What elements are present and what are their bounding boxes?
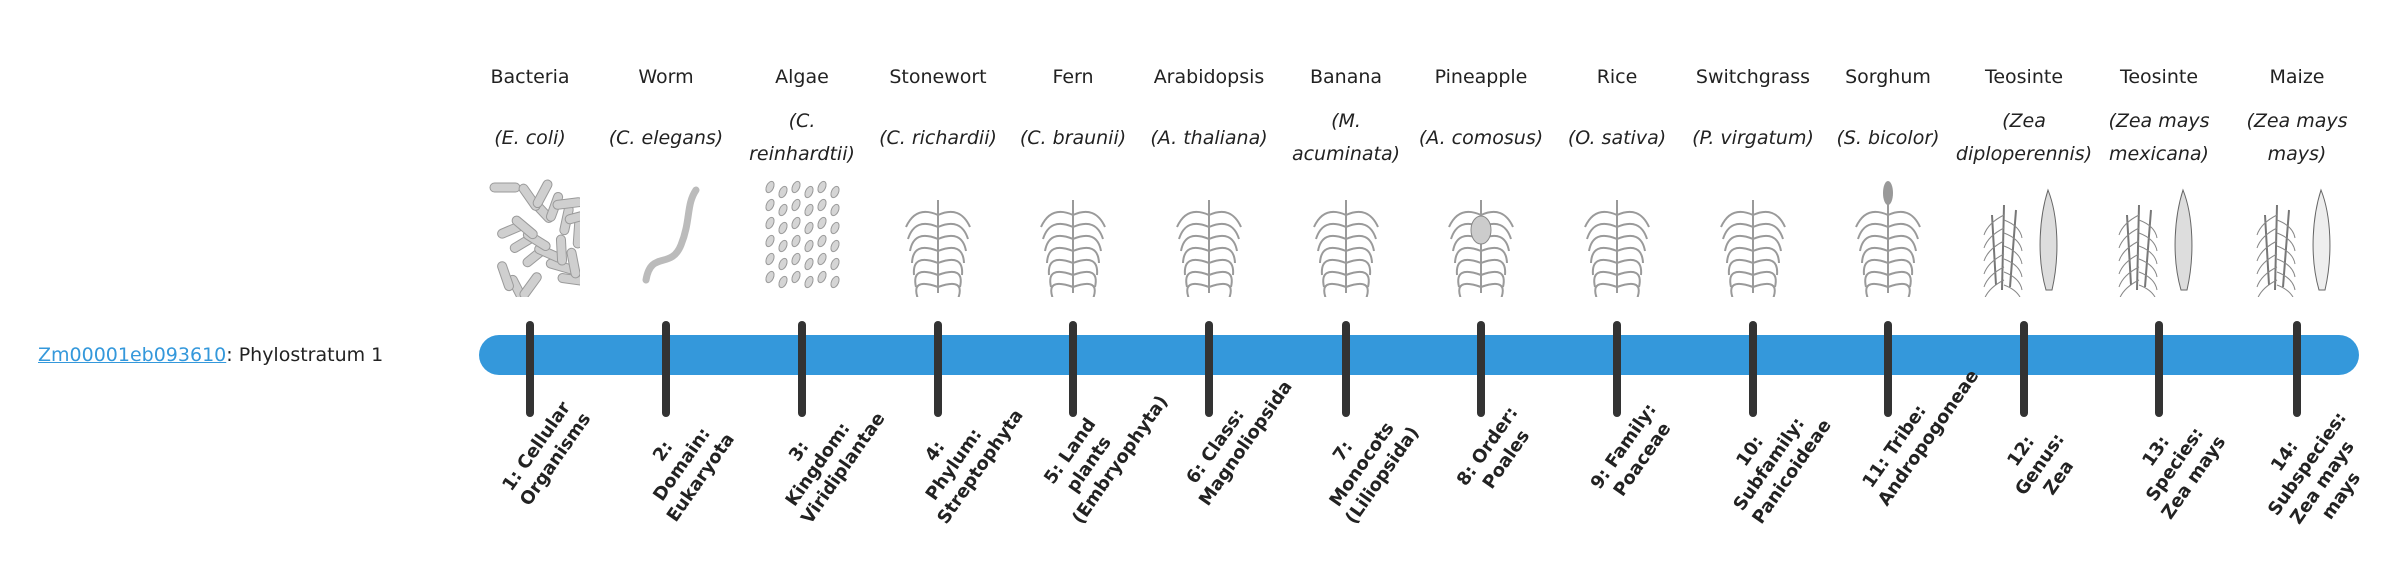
organism-scientific-name: (C. braunii)	[1019, 126, 1127, 149]
phylostrata-timeline-bar	[479, 335, 2359, 375]
organism-scientific-name: (A. comosus)	[1418, 126, 1544, 149]
stratum-label: 2: Domain: Eukaryota	[648, 423, 739, 526]
organism-common-name: Teosinte	[1984, 66, 2064, 88]
phylostratum-text: : Phylostratum 1	[226, 344, 384, 366]
stratum-tick	[2155, 321, 2163, 417]
stratum-label: 10: Subfamily: Panicoideae	[1729, 413, 1836, 528]
sorghum-icon	[1838, 175, 1938, 300]
stratum-tick	[2020, 321, 2028, 417]
organism-common-name: Arabidopsis	[1153, 66, 1265, 88]
organism-common-name: Fern	[1052, 66, 1094, 88]
teosinte-icon	[1974, 175, 2074, 304]
stratum-label: 5: Land plants (Embryophyta)	[1039, 391, 1173, 528]
maize-icon	[2247, 175, 2347, 304]
rice-icon	[1567, 175, 1667, 300]
switchgrass-icon	[1703, 175, 1803, 300]
stratum-label: 14: Subspecies: Zea mays mays	[2264, 408, 2365, 529]
stratum-tick	[1205, 321, 1213, 417]
stratum-label: 1: Cellular Organisms	[498, 397, 596, 510]
organism-scientific-name: (M. acuminata)	[1291, 110, 1401, 165]
stratum-label: 4: Phylum: Streptophyta	[920, 405, 1028, 528]
stonewort-icon	[888, 175, 988, 300]
stratum-label: 8: Order: Poales	[1452, 402, 1535, 493]
arabidopsis-icon	[1159, 175, 1259, 300]
stratum-label: 3: Kingdom: Viridiplantae	[781, 408, 890, 528]
organism-scientific-name: (P. virgatum)	[1692, 126, 1814, 149]
organism-scientific-name: (Zea mays mays)	[2246, 110, 2348, 165]
stratum-label: 13: Species: Zea mays	[2138, 423, 2231, 524]
gene-label: Zm00001eb093610: Phylostratum 1	[38, 340, 383, 370]
organism-scientific-name: (E. coli)	[494, 126, 566, 149]
pineapple-icon	[1431, 175, 1531, 300]
organism-scientific-name: (Zea diploperennis)	[1955, 110, 2093, 165]
stratum-tick	[934, 321, 942, 417]
organism-common-name: Bacteria	[490, 66, 570, 88]
algae-icon	[752, 175, 852, 297]
organism-scientific-name: (Zea mays mexicana)	[2108, 110, 2210, 165]
stratum-label: 11: Tribe: Andropogoneae	[1858, 366, 1984, 510]
stratum-tick	[662, 321, 670, 417]
stratum-tick	[798, 321, 806, 417]
stratum-tick	[2293, 321, 2301, 417]
worm-icon	[616, 175, 716, 297]
stratum-label: 9: Family: Poaceae	[1586, 399, 1676, 501]
organism-common-name: Stonewort	[889, 66, 987, 88]
stratum-tick	[526, 321, 534, 417]
organism-common-name: Algae	[775, 66, 829, 88]
organism-common-name: Teosinte	[2119, 66, 2199, 88]
organism-common-name: Worm	[638, 66, 694, 88]
organism-common-name: Sorghum	[1845, 66, 1931, 88]
gene-id-link[interactable]: Zm00001eb093610	[38, 344, 227, 366]
organism-common-name: Banana	[1309, 66, 1383, 88]
organism-scientific-name: (C. richardii)	[879, 126, 997, 149]
organism-scientific-name: (S. bicolor)	[1836, 126, 1940, 149]
organism-common-name: Pineapple	[1434, 66, 1528, 88]
fern-icon	[1023, 175, 1123, 300]
stratum-tick	[1342, 321, 1350, 417]
stratum-tick	[1884, 321, 1892, 417]
organism-common-name: Maize	[2269, 66, 2325, 88]
organism-common-name: Rice	[1596, 66, 1638, 88]
stratum-label: 6: Class: Magnoliopsida	[1182, 376, 1297, 510]
organism-scientific-name: (O. sativa)	[1567, 126, 1667, 149]
banana-icon	[1296, 175, 1396, 300]
organism-scientific-name: (C. elegans)	[608, 126, 724, 149]
teosinte-mexicana-icon	[2109, 175, 2209, 304]
stratum-label: 12: Genus: Zea	[2003, 429, 2079, 500]
organism-common-name: Switchgrass	[1695, 66, 1811, 88]
stratum-tick	[1613, 321, 1621, 417]
bacteria-icon	[480, 175, 596, 304]
organism-scientific-name: (C. reinhardtii)	[749, 110, 855, 165]
stratum-tick	[1477, 321, 1485, 417]
stratum-tick	[1069, 321, 1077, 417]
stratum-tick	[1749, 321, 1757, 417]
organism-scientific-name: (A. thaliana)	[1150, 126, 1268, 149]
stratum-label: 7: Monocots (Liliopsida)	[1325, 418, 1424, 528]
